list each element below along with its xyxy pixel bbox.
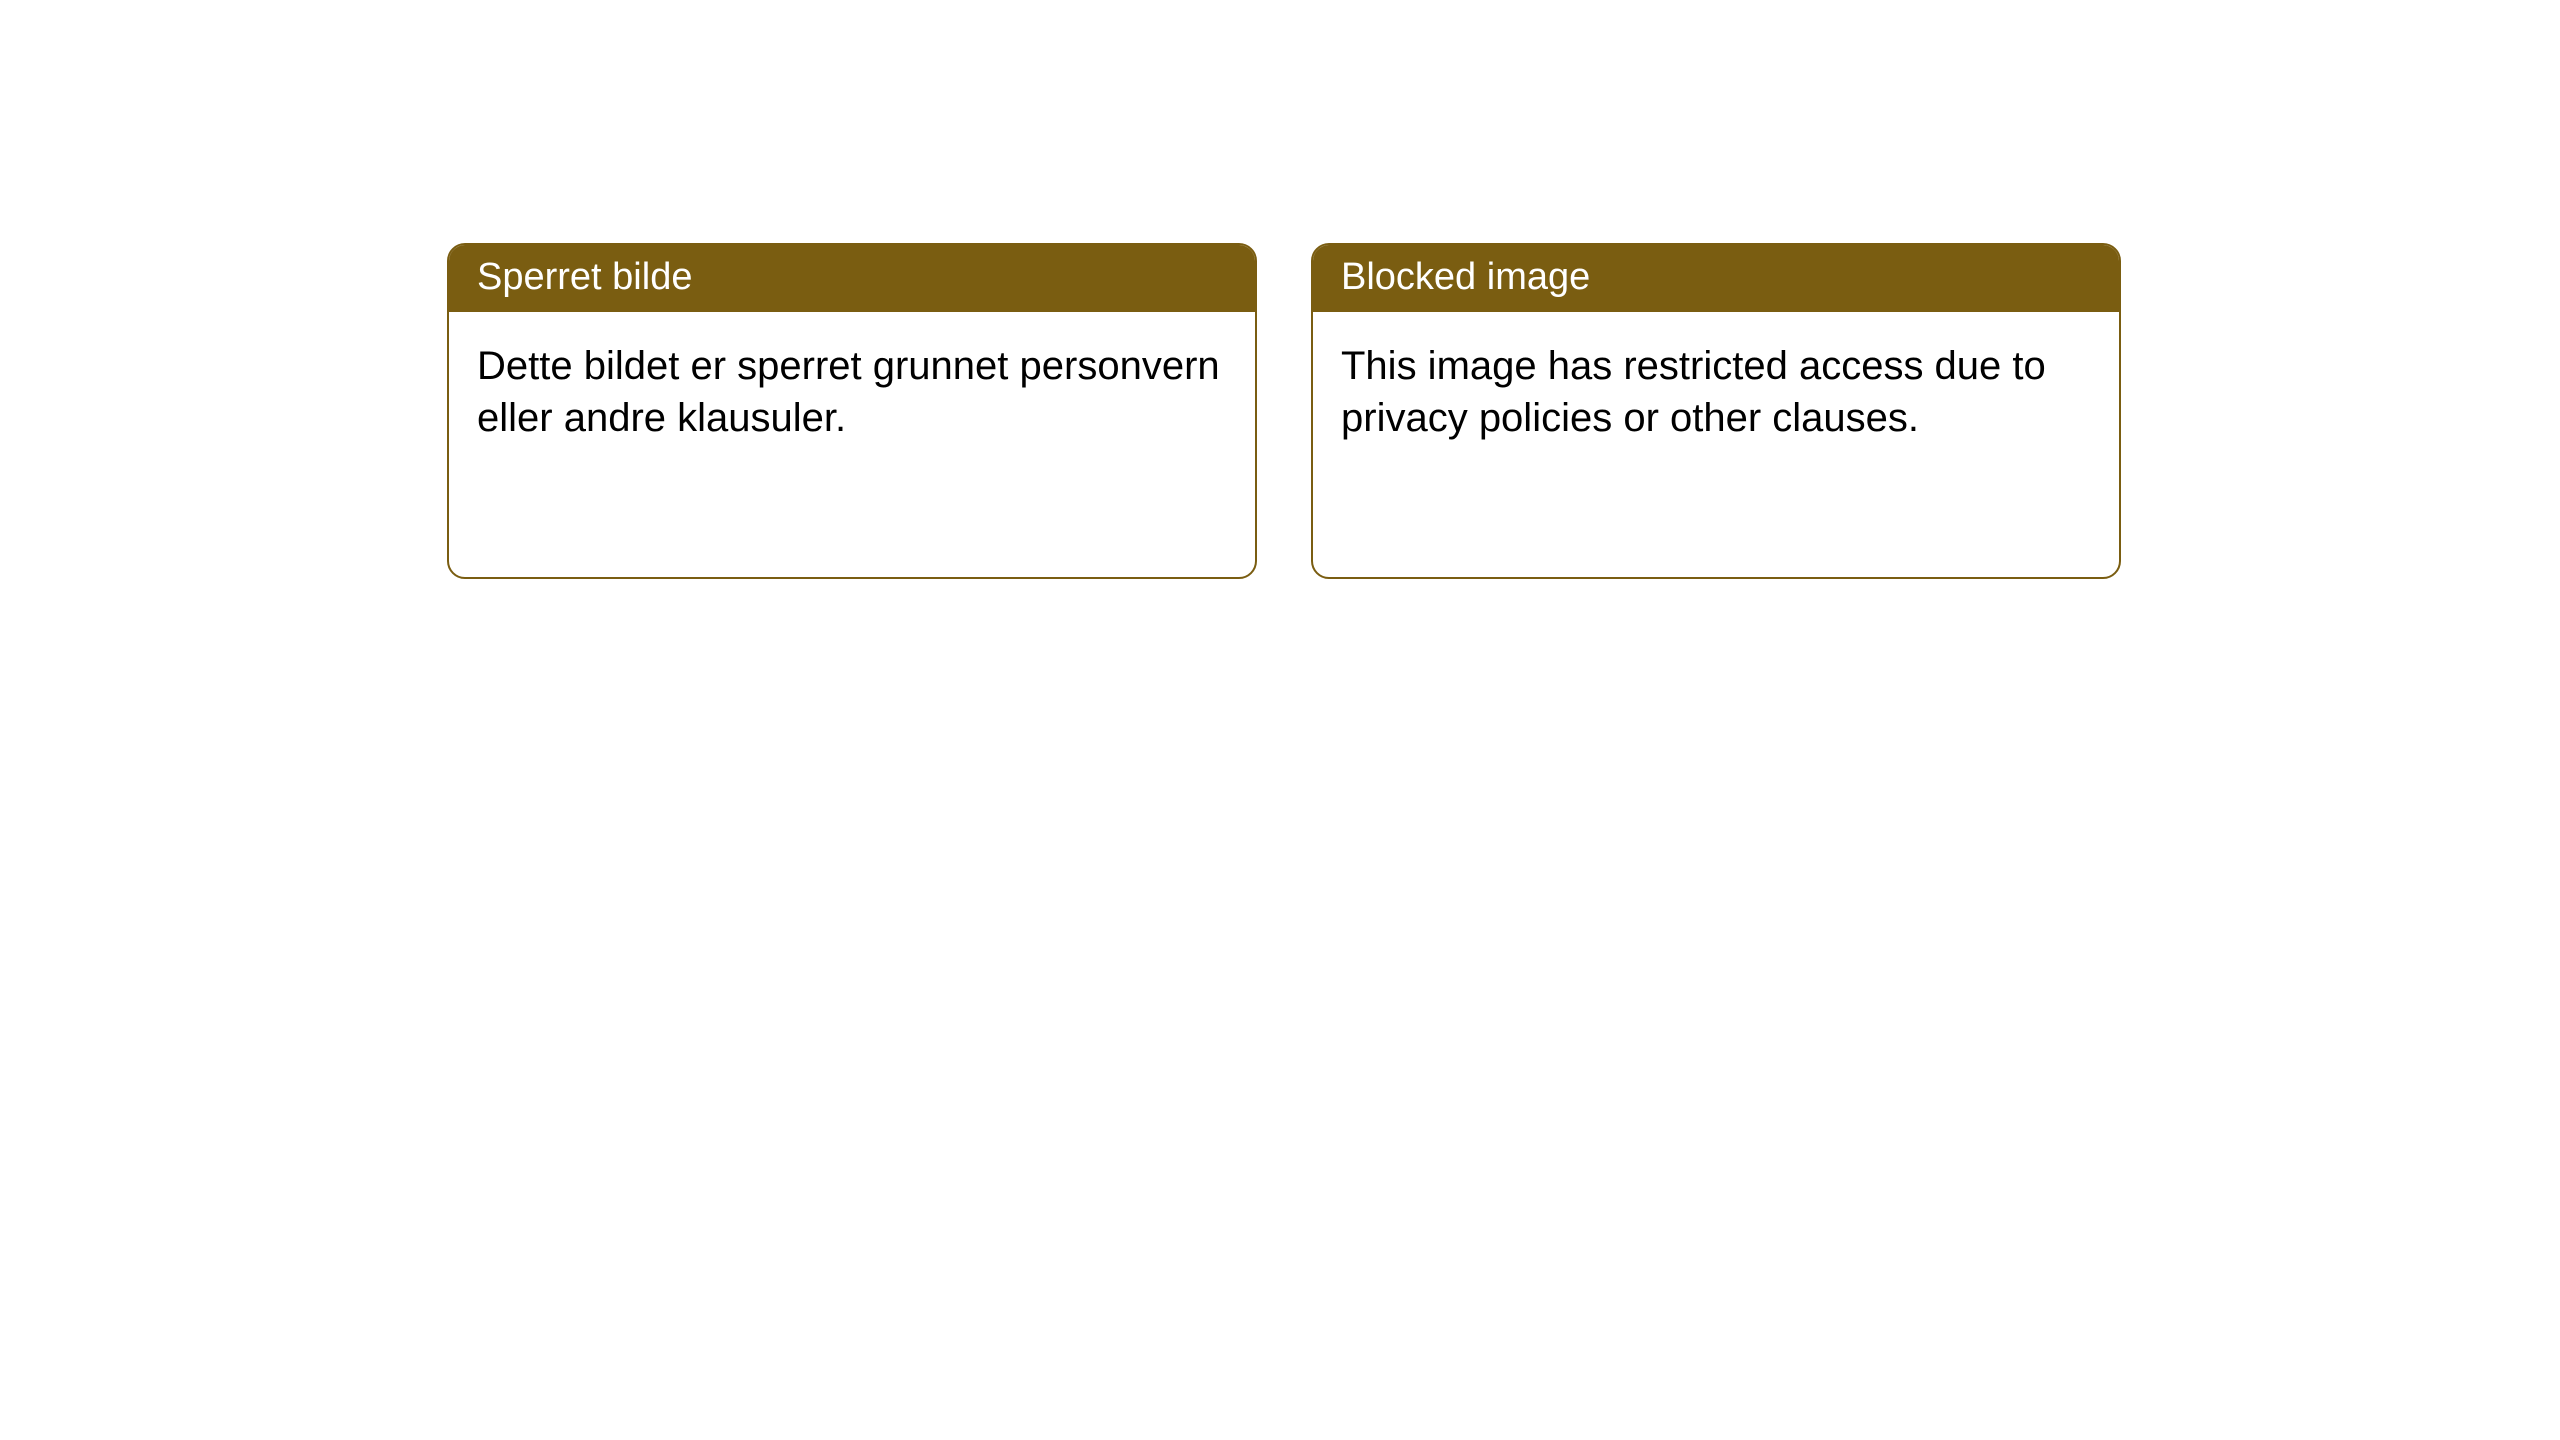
notice-body-english: This image has restricted access due to …: [1313, 312, 2119, 472]
notice-body-norwegian: Dette bildet er sperret grunnet personve…: [449, 312, 1255, 472]
notice-header-english: Blocked image: [1313, 245, 2119, 312]
notice-title-norwegian: Sperret bilde: [477, 256, 692, 298]
notice-text-norwegian: Dette bildet er sperret grunnet personve…: [477, 344, 1220, 440]
notice-box-norwegian: Sperret bilde Dette bildet er sperret gr…: [447, 243, 1257, 579]
notice-box-english: Blocked image This image has restricted …: [1311, 243, 2121, 579]
notice-container: Sperret bilde Dette bildet er sperret gr…: [447, 243, 2121, 579]
notice-title-english: Blocked image: [1341, 256, 1590, 298]
notice-header-norwegian: Sperret bilde: [449, 245, 1255, 312]
notice-text-english: This image has restricted access due to …: [1341, 344, 2046, 440]
